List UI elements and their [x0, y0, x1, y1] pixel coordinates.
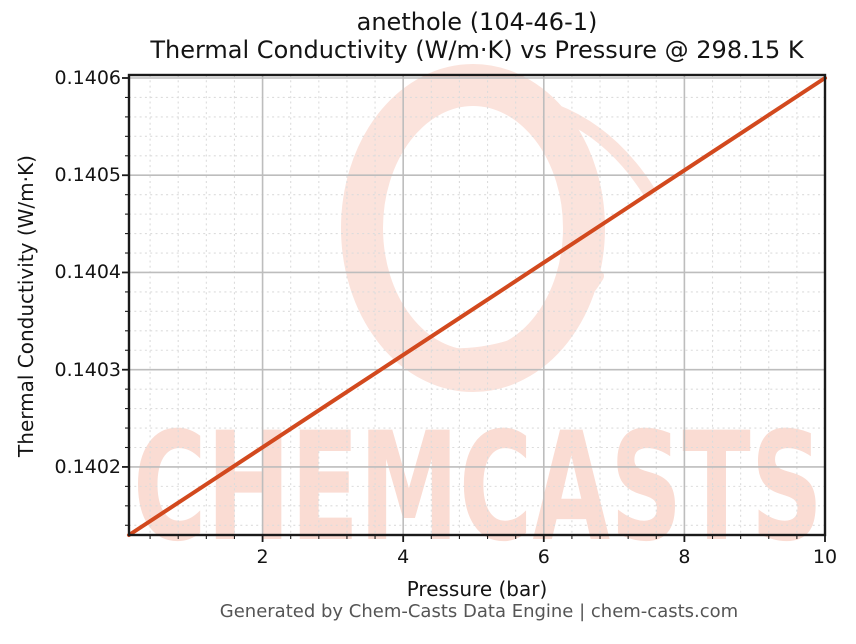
chart-title-block: anethole (104-46-1) Thermal Conductivity…: [129, 8, 825, 64]
footer-credit: Generated by Chem-Casts Data Engine | ch…: [219, 601, 739, 622]
axis-spines: [127, 73, 827, 537]
axis-ticks: [122, 77, 826, 542]
y-tick-label: 0.1403: [54, 358, 121, 381]
grid-minor: [129, 75, 825, 535]
y-tick-label: 0.1402: [54, 455, 121, 478]
series-line: [127, 76, 827, 537]
y-tick-label: 0.1404: [54, 261, 121, 284]
x-tick-label: 2: [256, 546, 269, 568]
y-tick-label: 0.1406: [54, 67, 121, 89]
x-tick-label: 6: [537, 546, 550, 568]
y-tick-label: 0.1405: [54, 164, 121, 187]
x-tick-label: 8: [678, 546, 691, 568]
x-tick-label: 4: [397, 546, 410, 568]
x-tick-label: 10: [812, 546, 838, 568]
watermark-ring-icon: [341, 64, 655, 392]
chart-title: anethole (104-46-1): [356, 8, 598, 36]
x-axis-label: Pressure (bar): [406, 577, 548, 601]
chart-subtitle: Thermal Conductivity (W/m·K) vs Pressure…: [150, 36, 804, 64]
watermark-text: CHEMCASTS: [133, 401, 823, 575]
